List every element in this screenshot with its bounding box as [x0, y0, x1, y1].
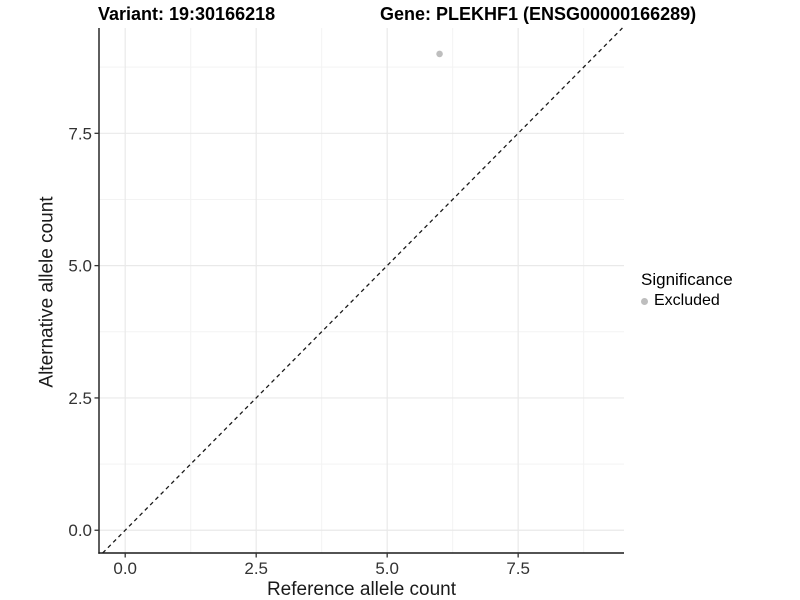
y-tick-label: 5.0 [68, 257, 92, 276]
data-point [436, 50, 443, 58]
x-tick-label: 7.5 [506, 559, 530, 578]
y-tick-label: 2.5 [68, 389, 92, 408]
y-tick-label: 0.0 [68, 521, 92, 540]
legend-point-icon [641, 297, 648, 305]
legend: Significance Excluded [641, 270, 733, 310]
identity-line [102, 27, 623, 554]
legend-item-label: Excluded [654, 292, 720, 309]
y-axis-label: Alternative allele count [36, 196, 58, 388]
y-tick-label: 7.5 [68, 124, 92, 143]
legend-title: Significance [641, 270, 733, 289]
x-tick-label: 2.5 [244, 559, 268, 578]
gene-title: Gene: PLEKHF1 (ENSG00000166289) [380, 4, 697, 24]
x-tick-label: 0.0 [113, 559, 137, 578]
x-axis-label: Reference allele count [266, 579, 457, 600]
x-tick-label: 5.0 [375, 559, 399, 578]
variant-title: Variant: 19:30166218 [98, 4, 276, 24]
legend-item-excluded: Excluded [641, 292, 733, 310]
